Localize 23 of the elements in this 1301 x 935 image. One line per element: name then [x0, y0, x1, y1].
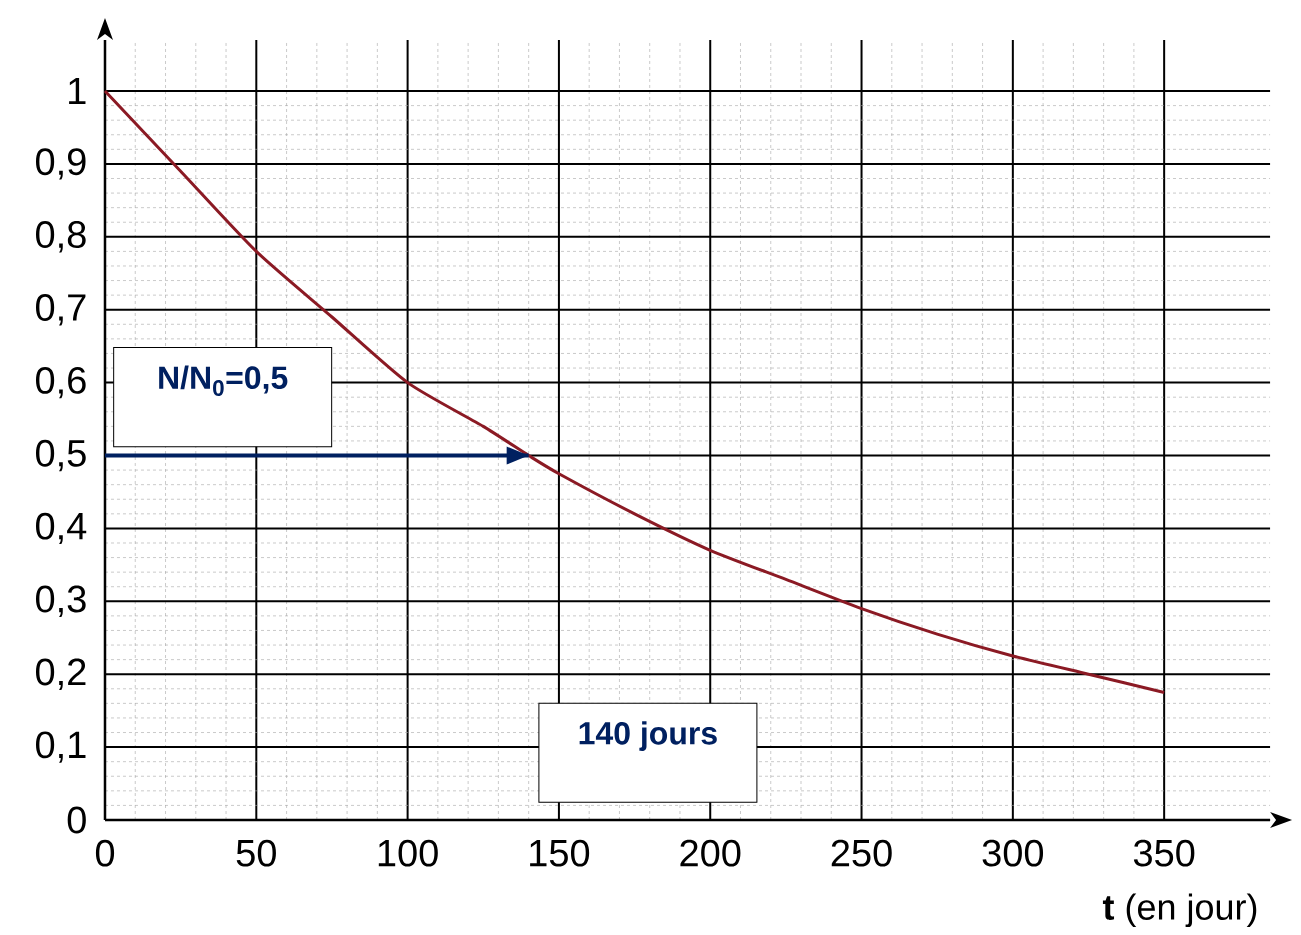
y-tick-label: 1 — [69, 77, 86, 105]
x-tick-label: 0 — [95, 839, 115, 867]
y-tick-label: 0 — [67, 806, 86, 834]
y-tick-label: 0,3 — [36, 585, 86, 618]
annotation: N/N$_{0}$=0,5 — [159, 365, 288, 396]
y-tick-label: 0,6 — [36, 366, 86, 399]
y-tick-label: 0,9 — [36, 148, 86, 180]
x-axis-title: t (en jour) — [1102, 893, 1257, 928]
y-tick-label: 0,4 — [36, 512, 87, 545]
annotation: 140 jours — [579, 721, 717, 751]
x-tick-label: 100 — [378, 839, 438, 867]
x-tick-label: 300 — [982, 839, 1044, 867]
x-tick-label: 200 — [680, 839, 741, 867]
y-tick-label: 0,1 — [36, 731, 86, 763]
x-tick-label: 250 — [831, 839, 892, 867]
y-tick-label: 0,8 — [36, 221, 86, 253]
line-series — [103, 89, 1166, 694]
x-tick-label: 350 — [1133, 839, 1195, 867]
y-tick-label: 0,7 — [36, 294, 86, 326]
x-tick-label: 150 — [530, 839, 590, 867]
y-tick-label: 0,5 — [36, 439, 86, 472]
y-tick-label: 0,2 — [36, 658, 86, 690]
x-tick-label: 50 — [236, 839, 276, 867]
